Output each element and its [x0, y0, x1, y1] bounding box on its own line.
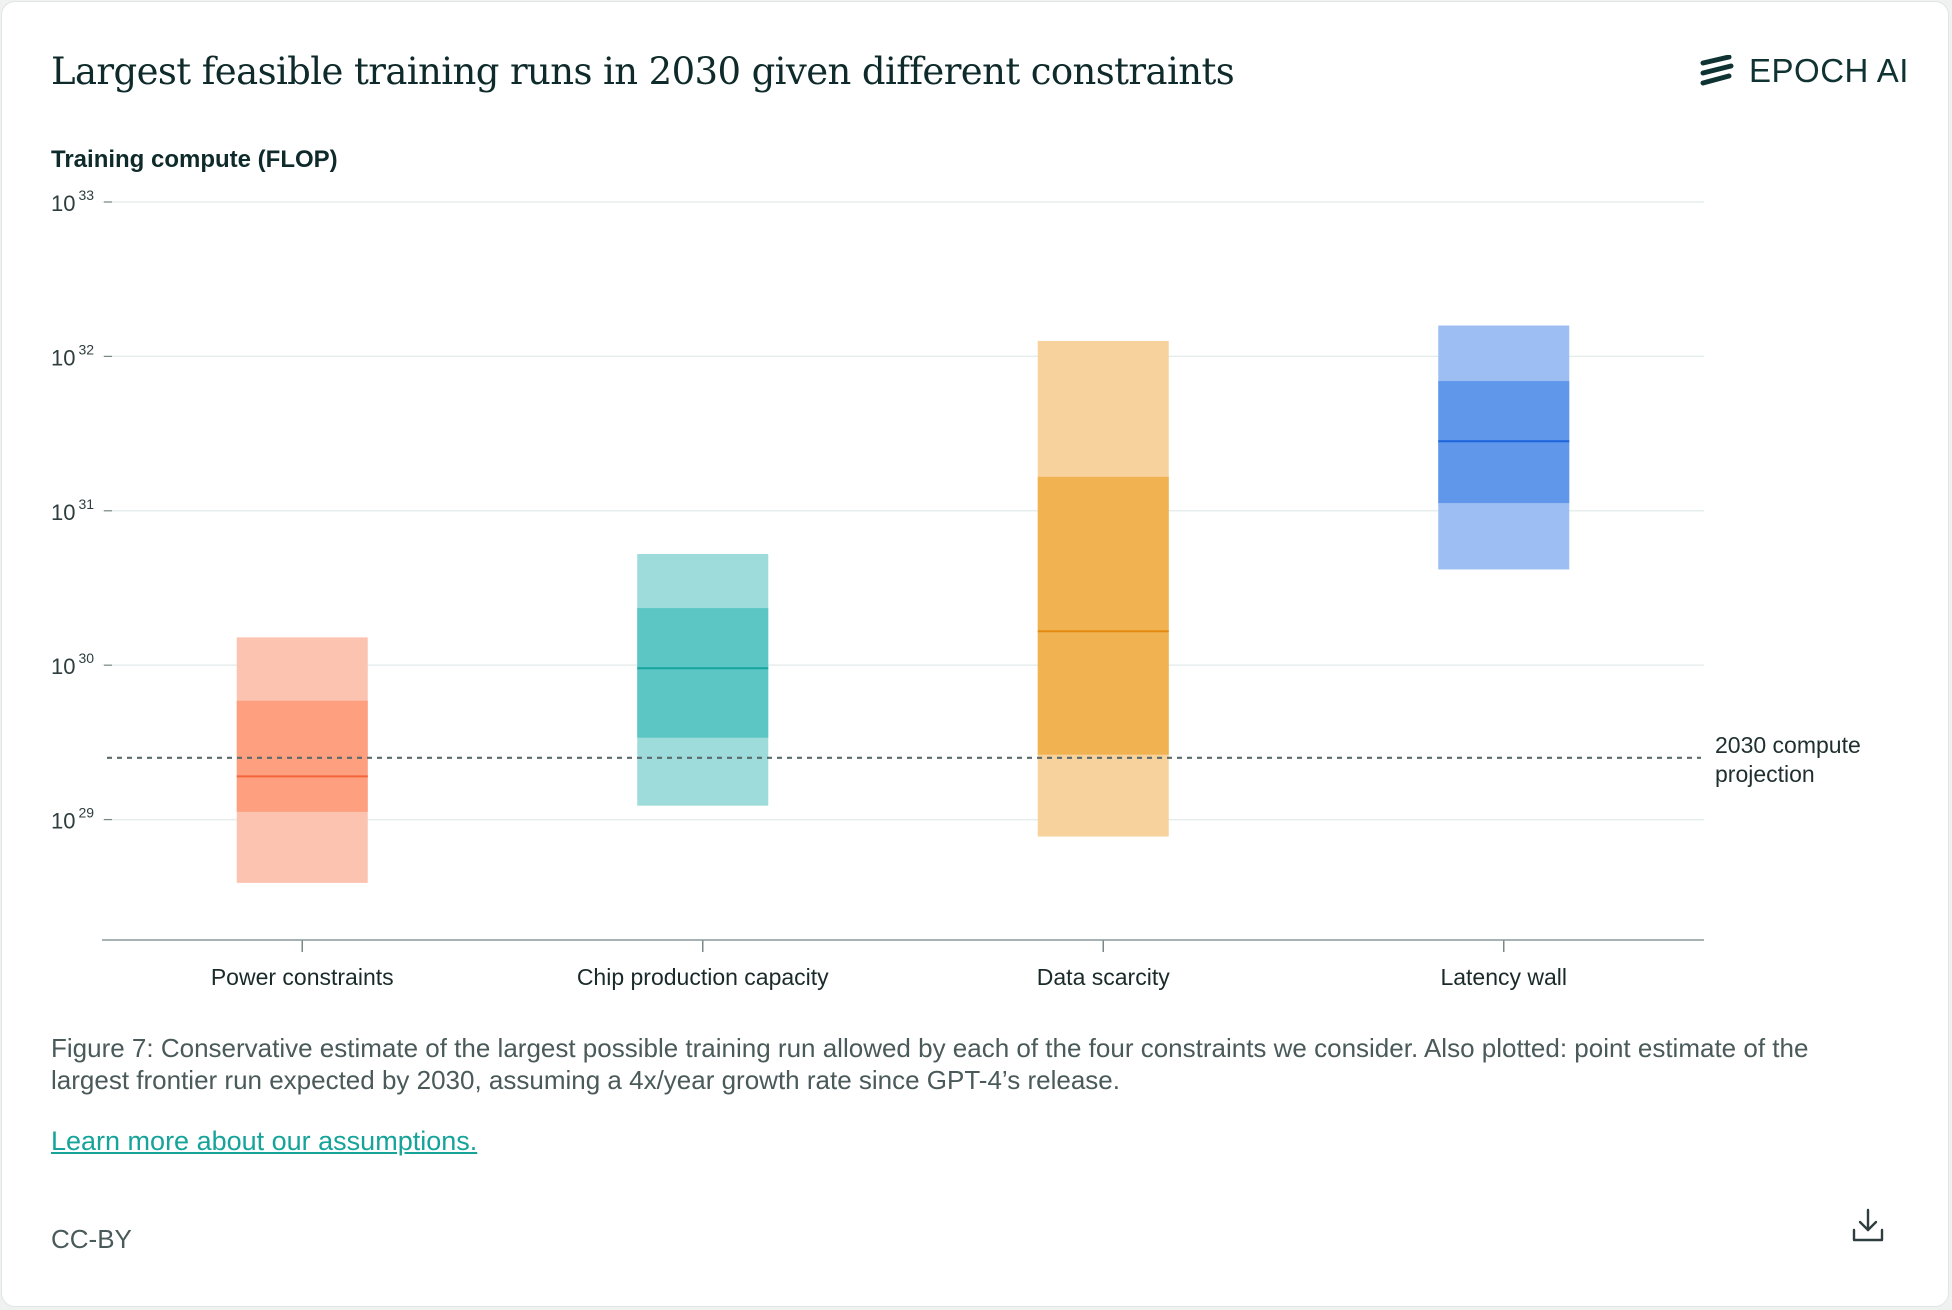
bar-group [637, 554, 769, 806]
bar-group [1438, 325, 1570, 570]
projection-label: 2030 compute [1715, 732, 1861, 758]
grid-layer [102, 201, 1704, 821]
reference-layer: 2030 compute projection [107, 732, 1861, 787]
y-tick-label: 10 33 [51, 187, 94, 216]
license-label: CC-BY [51, 1224, 132, 1254]
assumptions-link[interactable]: Learn more about our assumptions. [51, 1126, 478, 1156]
y-tick-label: 10 30 [51, 650, 94, 679]
inner-range-bar [236, 700, 368, 812]
y-tick-label: 10 32 [51, 341, 94, 370]
y-axis-title: Training compute (FLOP) [51, 146, 338, 173]
bar-layer [236, 325, 1570, 883]
category-label: Latency wall [1440, 964, 1567, 990]
epoch-logo[interactable]: EPOCH AI [1699, 52, 1909, 90]
chart-title: Largest feasible training runs in 2030 g… [51, 50, 1235, 93]
projection-label: projection [1715, 761, 1815, 787]
bar-group [236, 637, 368, 883]
bar-group [1037, 340, 1169, 837]
figure-caption: Figure 7: Conservative estimate of the l… [51, 1033, 1809, 1095]
inner-range-bar [637, 608, 769, 738]
category-label: Chip production capacity [577, 964, 829, 990]
epoch-logo-icon [1700, 55, 1734, 86]
category-label: Data scarcity [1037, 964, 1170, 990]
inner-range-bar [1037, 476, 1169, 755]
category-label: Power constraints [211, 964, 394, 990]
x-axis-layer: Power constraints Chip production capacit… [102, 939, 1704, 990]
y-tick-label: 10 29 [51, 805, 94, 834]
download-icon[interactable] [1848, 1206, 1888, 1246]
logo-text: EPOCH AI [1749, 52, 1909, 89]
y-tick-label: 10 31 [51, 496, 94, 525]
